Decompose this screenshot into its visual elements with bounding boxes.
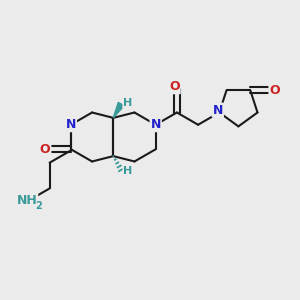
Text: O: O	[40, 143, 50, 156]
Text: N: N	[213, 103, 223, 117]
Text: 2: 2	[35, 201, 42, 211]
Text: O: O	[269, 83, 280, 97]
Text: H: H	[123, 166, 133, 176]
Text: N: N	[151, 118, 161, 131]
Text: NH: NH	[16, 194, 37, 207]
Polygon shape	[113, 102, 124, 118]
Text: O: O	[169, 80, 180, 93]
Text: H: H	[123, 98, 133, 108]
Text: N: N	[66, 118, 76, 131]
